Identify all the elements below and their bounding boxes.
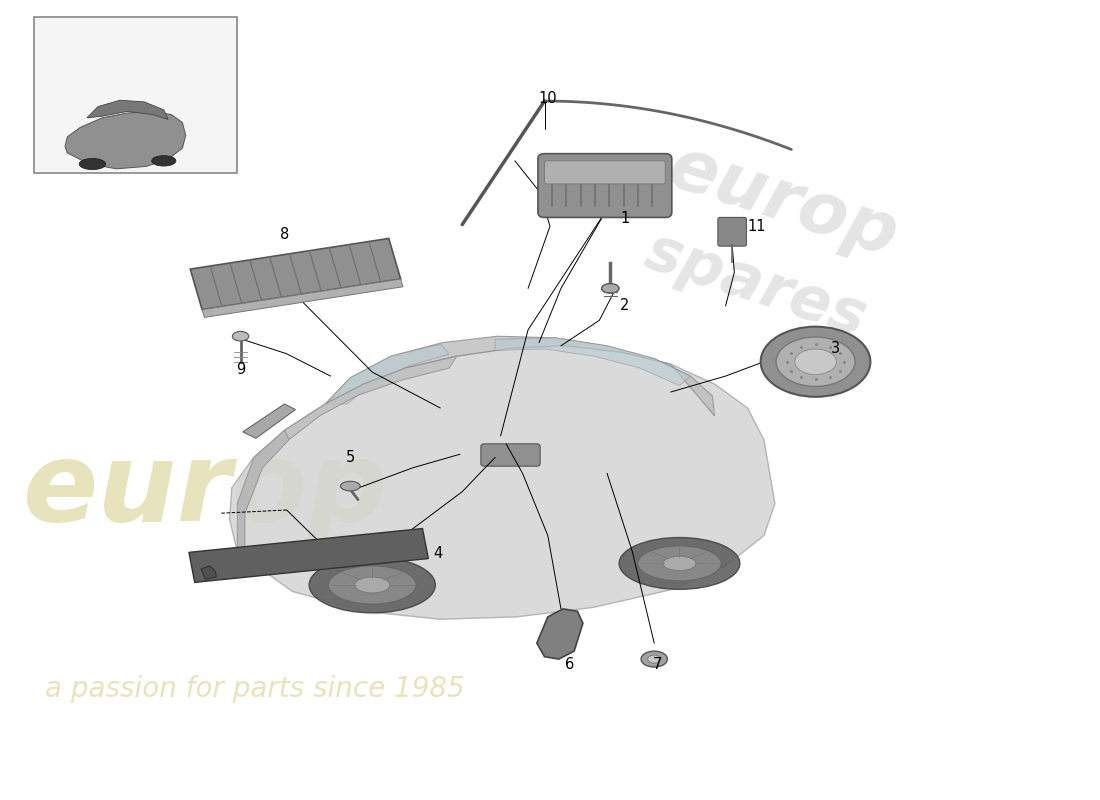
Ellipse shape xyxy=(354,577,389,593)
Text: 6: 6 xyxy=(565,657,574,672)
Polygon shape xyxy=(202,279,403,318)
Polygon shape xyxy=(230,346,774,619)
Text: 2: 2 xyxy=(620,298,629,314)
Polygon shape xyxy=(190,238,400,310)
FancyBboxPatch shape xyxy=(718,218,747,246)
Text: 7: 7 xyxy=(652,657,662,672)
Ellipse shape xyxy=(794,349,836,374)
Polygon shape xyxy=(87,100,168,119)
Polygon shape xyxy=(285,356,456,440)
Polygon shape xyxy=(243,404,296,438)
Ellipse shape xyxy=(776,337,855,386)
Ellipse shape xyxy=(648,655,661,663)
Ellipse shape xyxy=(329,566,416,604)
Polygon shape xyxy=(537,609,583,659)
FancyBboxPatch shape xyxy=(544,161,666,184)
Polygon shape xyxy=(326,336,715,416)
Ellipse shape xyxy=(79,158,106,170)
Ellipse shape xyxy=(638,546,722,581)
Ellipse shape xyxy=(619,538,740,590)
Polygon shape xyxy=(201,566,217,579)
Ellipse shape xyxy=(232,331,249,341)
Text: 11: 11 xyxy=(747,218,766,234)
Text: 9: 9 xyxy=(236,362,245,378)
FancyBboxPatch shape xyxy=(538,154,672,218)
FancyBboxPatch shape xyxy=(481,444,540,466)
Ellipse shape xyxy=(602,284,619,293)
Ellipse shape xyxy=(663,556,696,570)
Polygon shape xyxy=(238,430,289,555)
Ellipse shape xyxy=(641,651,668,667)
Ellipse shape xyxy=(152,156,176,166)
Text: europ: europ xyxy=(23,437,388,543)
Ellipse shape xyxy=(340,482,360,491)
Polygon shape xyxy=(65,111,186,169)
Text: europ: europ xyxy=(660,133,906,271)
Text: 1: 1 xyxy=(620,210,629,226)
Polygon shape xyxy=(327,344,449,404)
Text: 8: 8 xyxy=(279,226,289,242)
Ellipse shape xyxy=(761,326,870,397)
Polygon shape xyxy=(189,529,428,582)
FancyBboxPatch shape xyxy=(34,18,238,173)
Text: 3: 3 xyxy=(830,341,839,356)
Text: 4: 4 xyxy=(433,546,442,561)
Text: 10: 10 xyxy=(539,91,557,106)
Polygon shape xyxy=(495,338,691,386)
Text: spares: spares xyxy=(638,222,875,350)
Text: a passion for parts since 1985: a passion for parts since 1985 xyxy=(45,675,465,703)
Text: 5: 5 xyxy=(345,450,355,465)
Ellipse shape xyxy=(309,557,436,613)
